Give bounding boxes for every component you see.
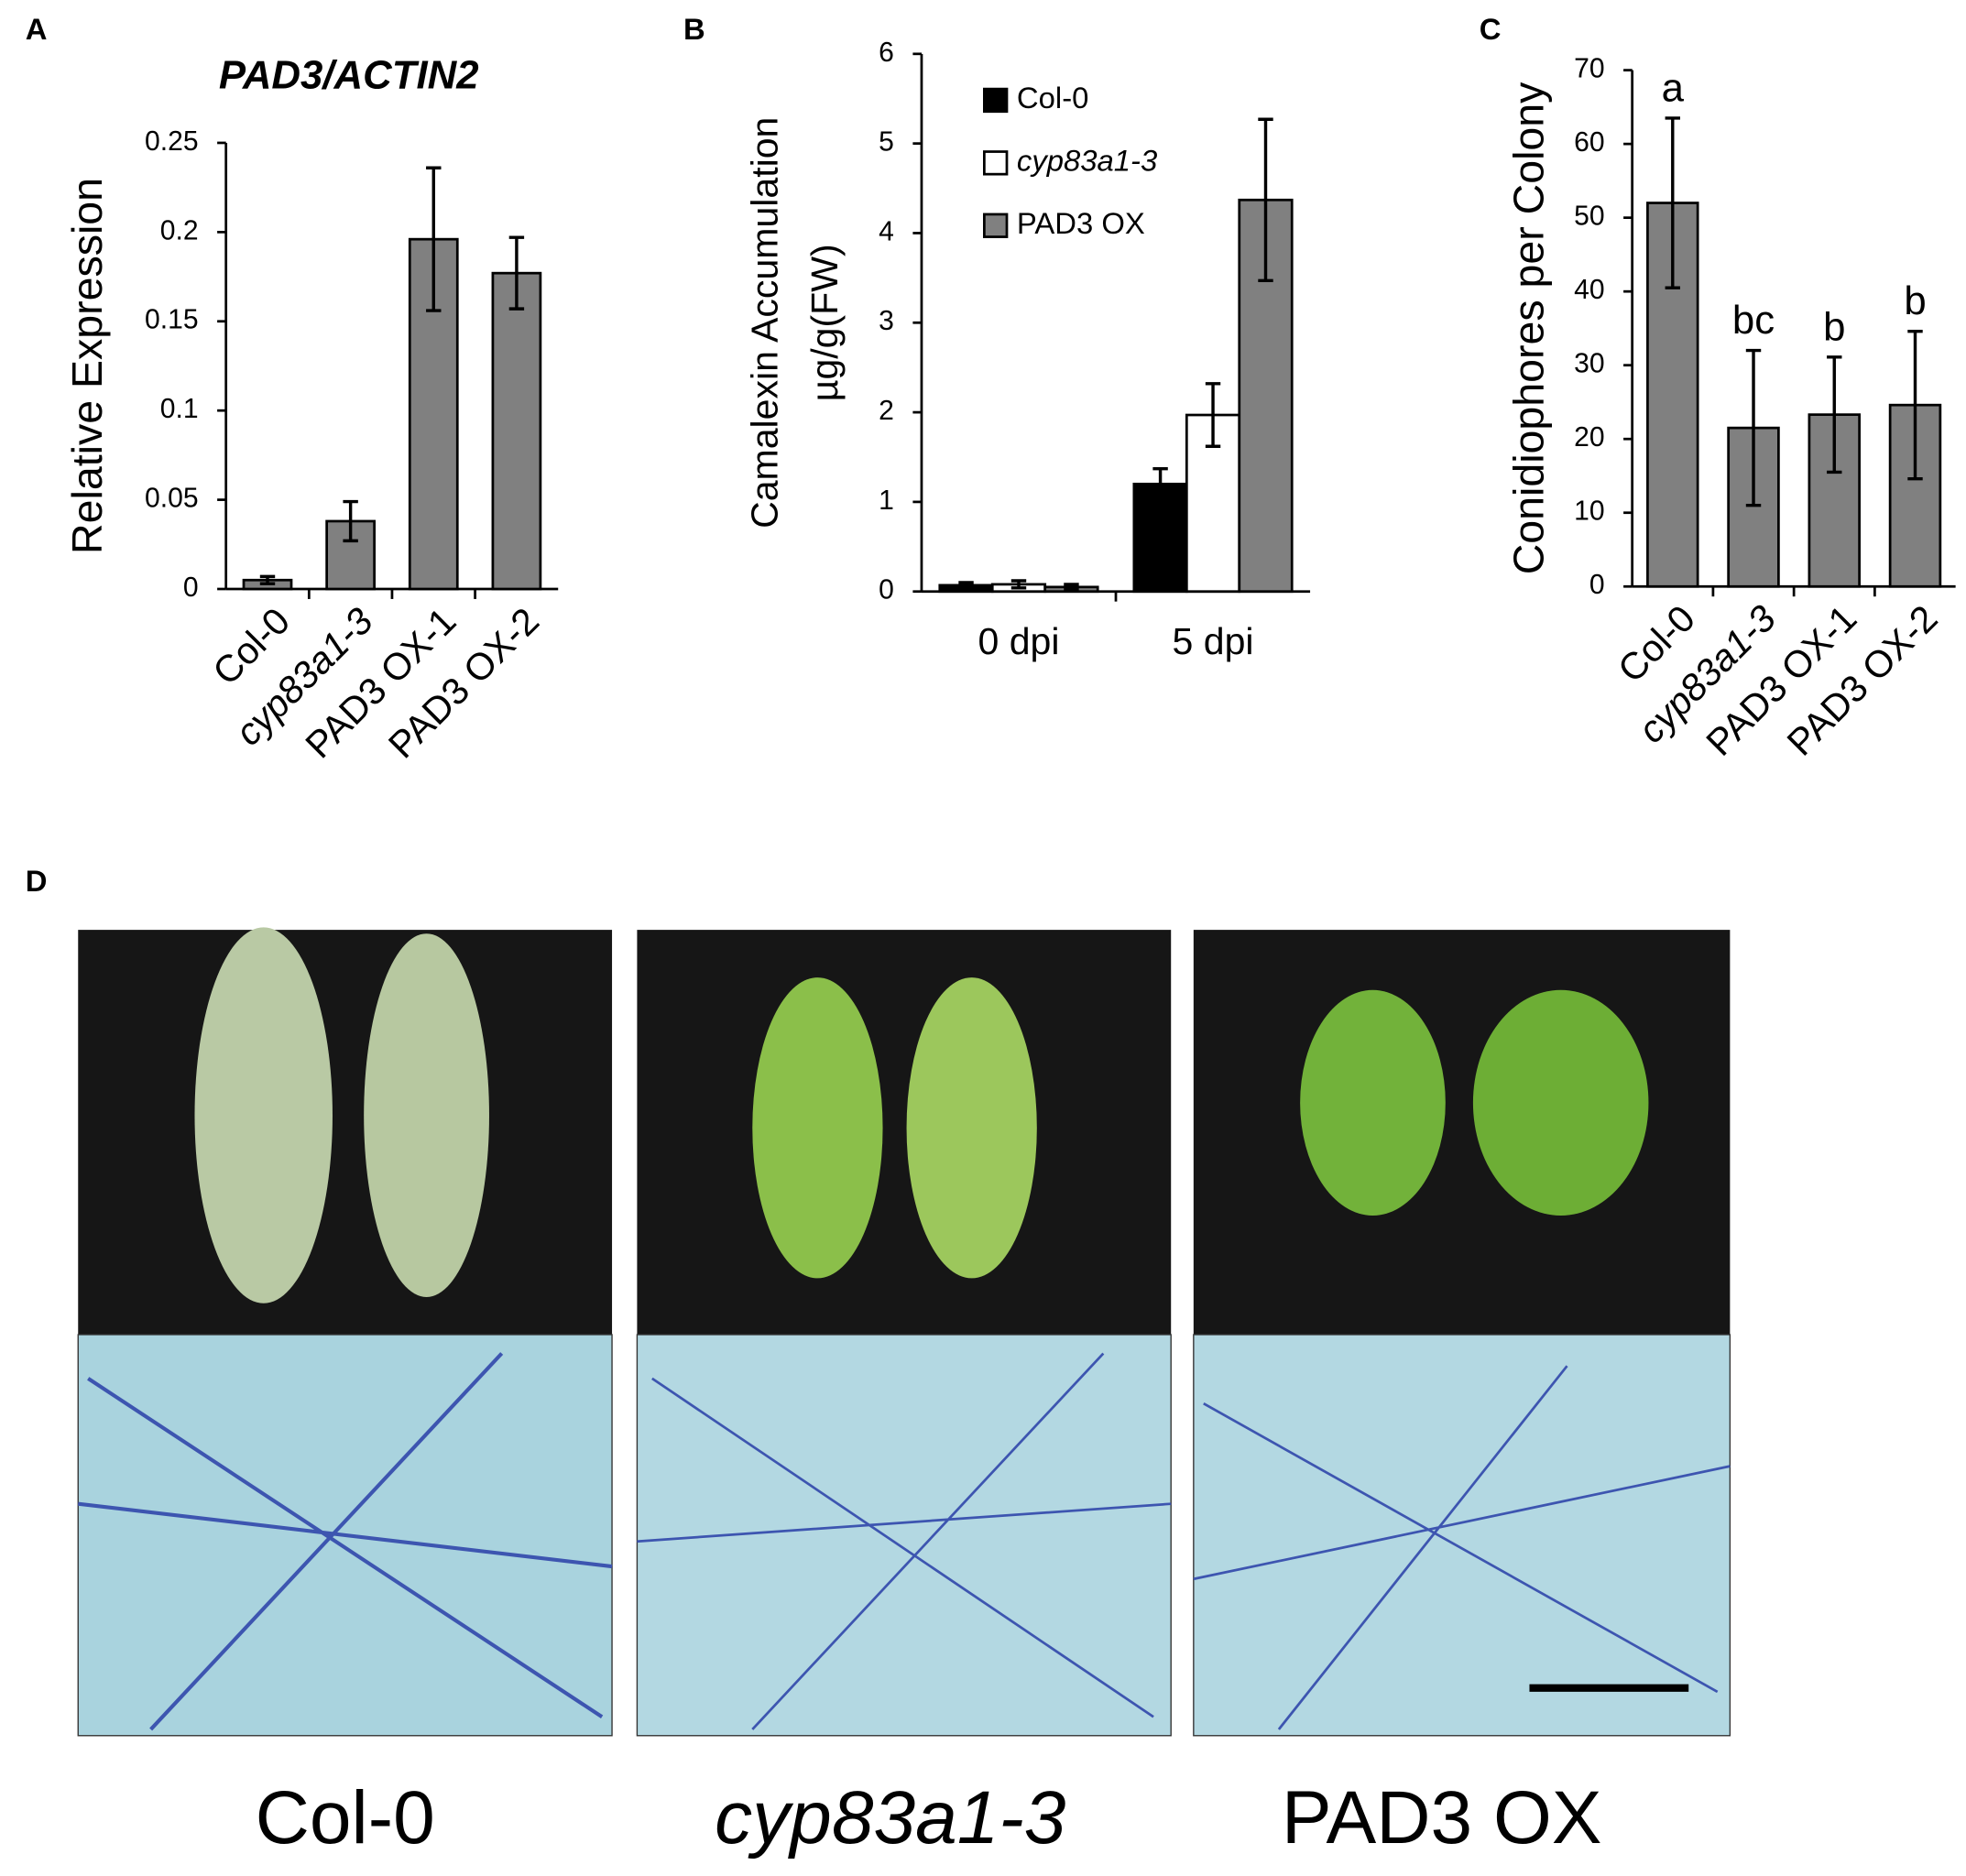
legend-swatch xyxy=(983,87,1009,114)
error-bar xyxy=(343,499,358,543)
y-axis-label: Camalexin Accumulation xyxy=(744,117,786,529)
leaf xyxy=(364,933,489,1297)
y-tick-label: 40 xyxy=(1574,275,1604,305)
error-bar xyxy=(426,166,442,312)
error-bar xyxy=(508,235,525,311)
significance-label: b xyxy=(1904,278,1926,323)
y-tick-label: 50 xyxy=(1574,202,1604,232)
bar xyxy=(491,271,542,591)
y-tick-label: 4 xyxy=(879,216,894,246)
y-tick-label: 0.2 xyxy=(160,215,199,245)
panel-label: C xyxy=(1480,12,1502,46)
y-tick-label: 0 xyxy=(1589,570,1605,600)
y-tick-label: 20 xyxy=(1574,422,1604,453)
leaf xyxy=(1472,989,1649,1216)
chart-title: PAD3/ACTIN2 xyxy=(219,52,479,97)
y-tick-label: 2 xyxy=(879,396,894,426)
error-bar xyxy=(1907,329,1923,481)
panel-label: A xyxy=(26,12,48,46)
y-tick-label: 0 xyxy=(183,573,199,603)
significance-label: bc xyxy=(1732,298,1775,343)
y-tick-label: 0.15 xyxy=(145,305,199,335)
panel-label: D xyxy=(26,864,48,898)
photo-label: cyp83a1-3 xyxy=(715,1776,1065,1860)
error-bar xyxy=(1205,382,1221,448)
y-tick-label: 0.05 xyxy=(145,484,199,514)
y-tick-label: 1 xyxy=(879,485,894,516)
x-tick-label: 5 dpi xyxy=(1173,620,1254,662)
error-bar xyxy=(1665,116,1680,289)
error-bar xyxy=(1064,583,1079,592)
leaf xyxy=(752,977,883,1279)
photo-leaves xyxy=(1193,930,1731,1335)
error-bar xyxy=(1745,348,1762,507)
photo-panel xyxy=(77,927,1731,1737)
legend-label: Col-0 xyxy=(1017,81,1088,115)
y-tick-label: 30 xyxy=(1574,349,1604,379)
error-bar xyxy=(958,581,974,590)
y-axis-label: Relative Expression xyxy=(63,178,111,554)
y-axis-label: Conidiophores per Colony xyxy=(1504,82,1552,574)
legend-swatch xyxy=(983,150,1009,176)
y-tick-label: 10 xyxy=(1574,496,1604,527)
panel-label: B xyxy=(683,12,705,46)
y-tick-label: 0 xyxy=(879,575,894,605)
y-tick-label: 5 xyxy=(879,127,894,158)
hyphae xyxy=(637,1352,1172,1730)
error-bar xyxy=(1258,117,1273,283)
legend-label: cyp83a1-3 xyxy=(1017,144,1157,178)
error-bar xyxy=(1152,467,1168,501)
y-tick-label: 3 xyxy=(879,306,894,336)
x-tick-label: 0 dpi xyxy=(978,620,1059,662)
leaf xyxy=(1300,989,1446,1216)
significance-label: a xyxy=(1662,65,1685,110)
photo-leaves xyxy=(78,930,613,1335)
photo-leaves xyxy=(637,930,1172,1335)
photo-label: Col-0 xyxy=(256,1776,435,1860)
hyphae xyxy=(78,1352,613,1731)
y-tick-label: 0.25 xyxy=(145,126,199,157)
y-tick-label: 0.1 xyxy=(160,394,199,424)
significance-label: b xyxy=(1823,304,1845,349)
y-tick-label: 6 xyxy=(879,38,894,68)
error-bar xyxy=(1827,355,1842,474)
y-axis-label: µg/g(FW) xyxy=(803,244,846,401)
y-tick-label: 70 xyxy=(1574,54,1604,84)
leaf xyxy=(906,977,1037,1279)
error-bar xyxy=(259,574,276,585)
y-tick-label: 60 xyxy=(1574,127,1604,158)
leaf xyxy=(194,927,333,1303)
hyphae xyxy=(1193,1365,1731,1730)
photo-label: PAD3 OX xyxy=(1282,1776,1602,1860)
legend-swatch xyxy=(983,213,1009,238)
error-bar xyxy=(1010,579,1027,590)
bar xyxy=(325,519,376,591)
legend-label: PAD3 OX xyxy=(1017,206,1145,240)
photo-micrograph xyxy=(1193,1334,1731,1737)
